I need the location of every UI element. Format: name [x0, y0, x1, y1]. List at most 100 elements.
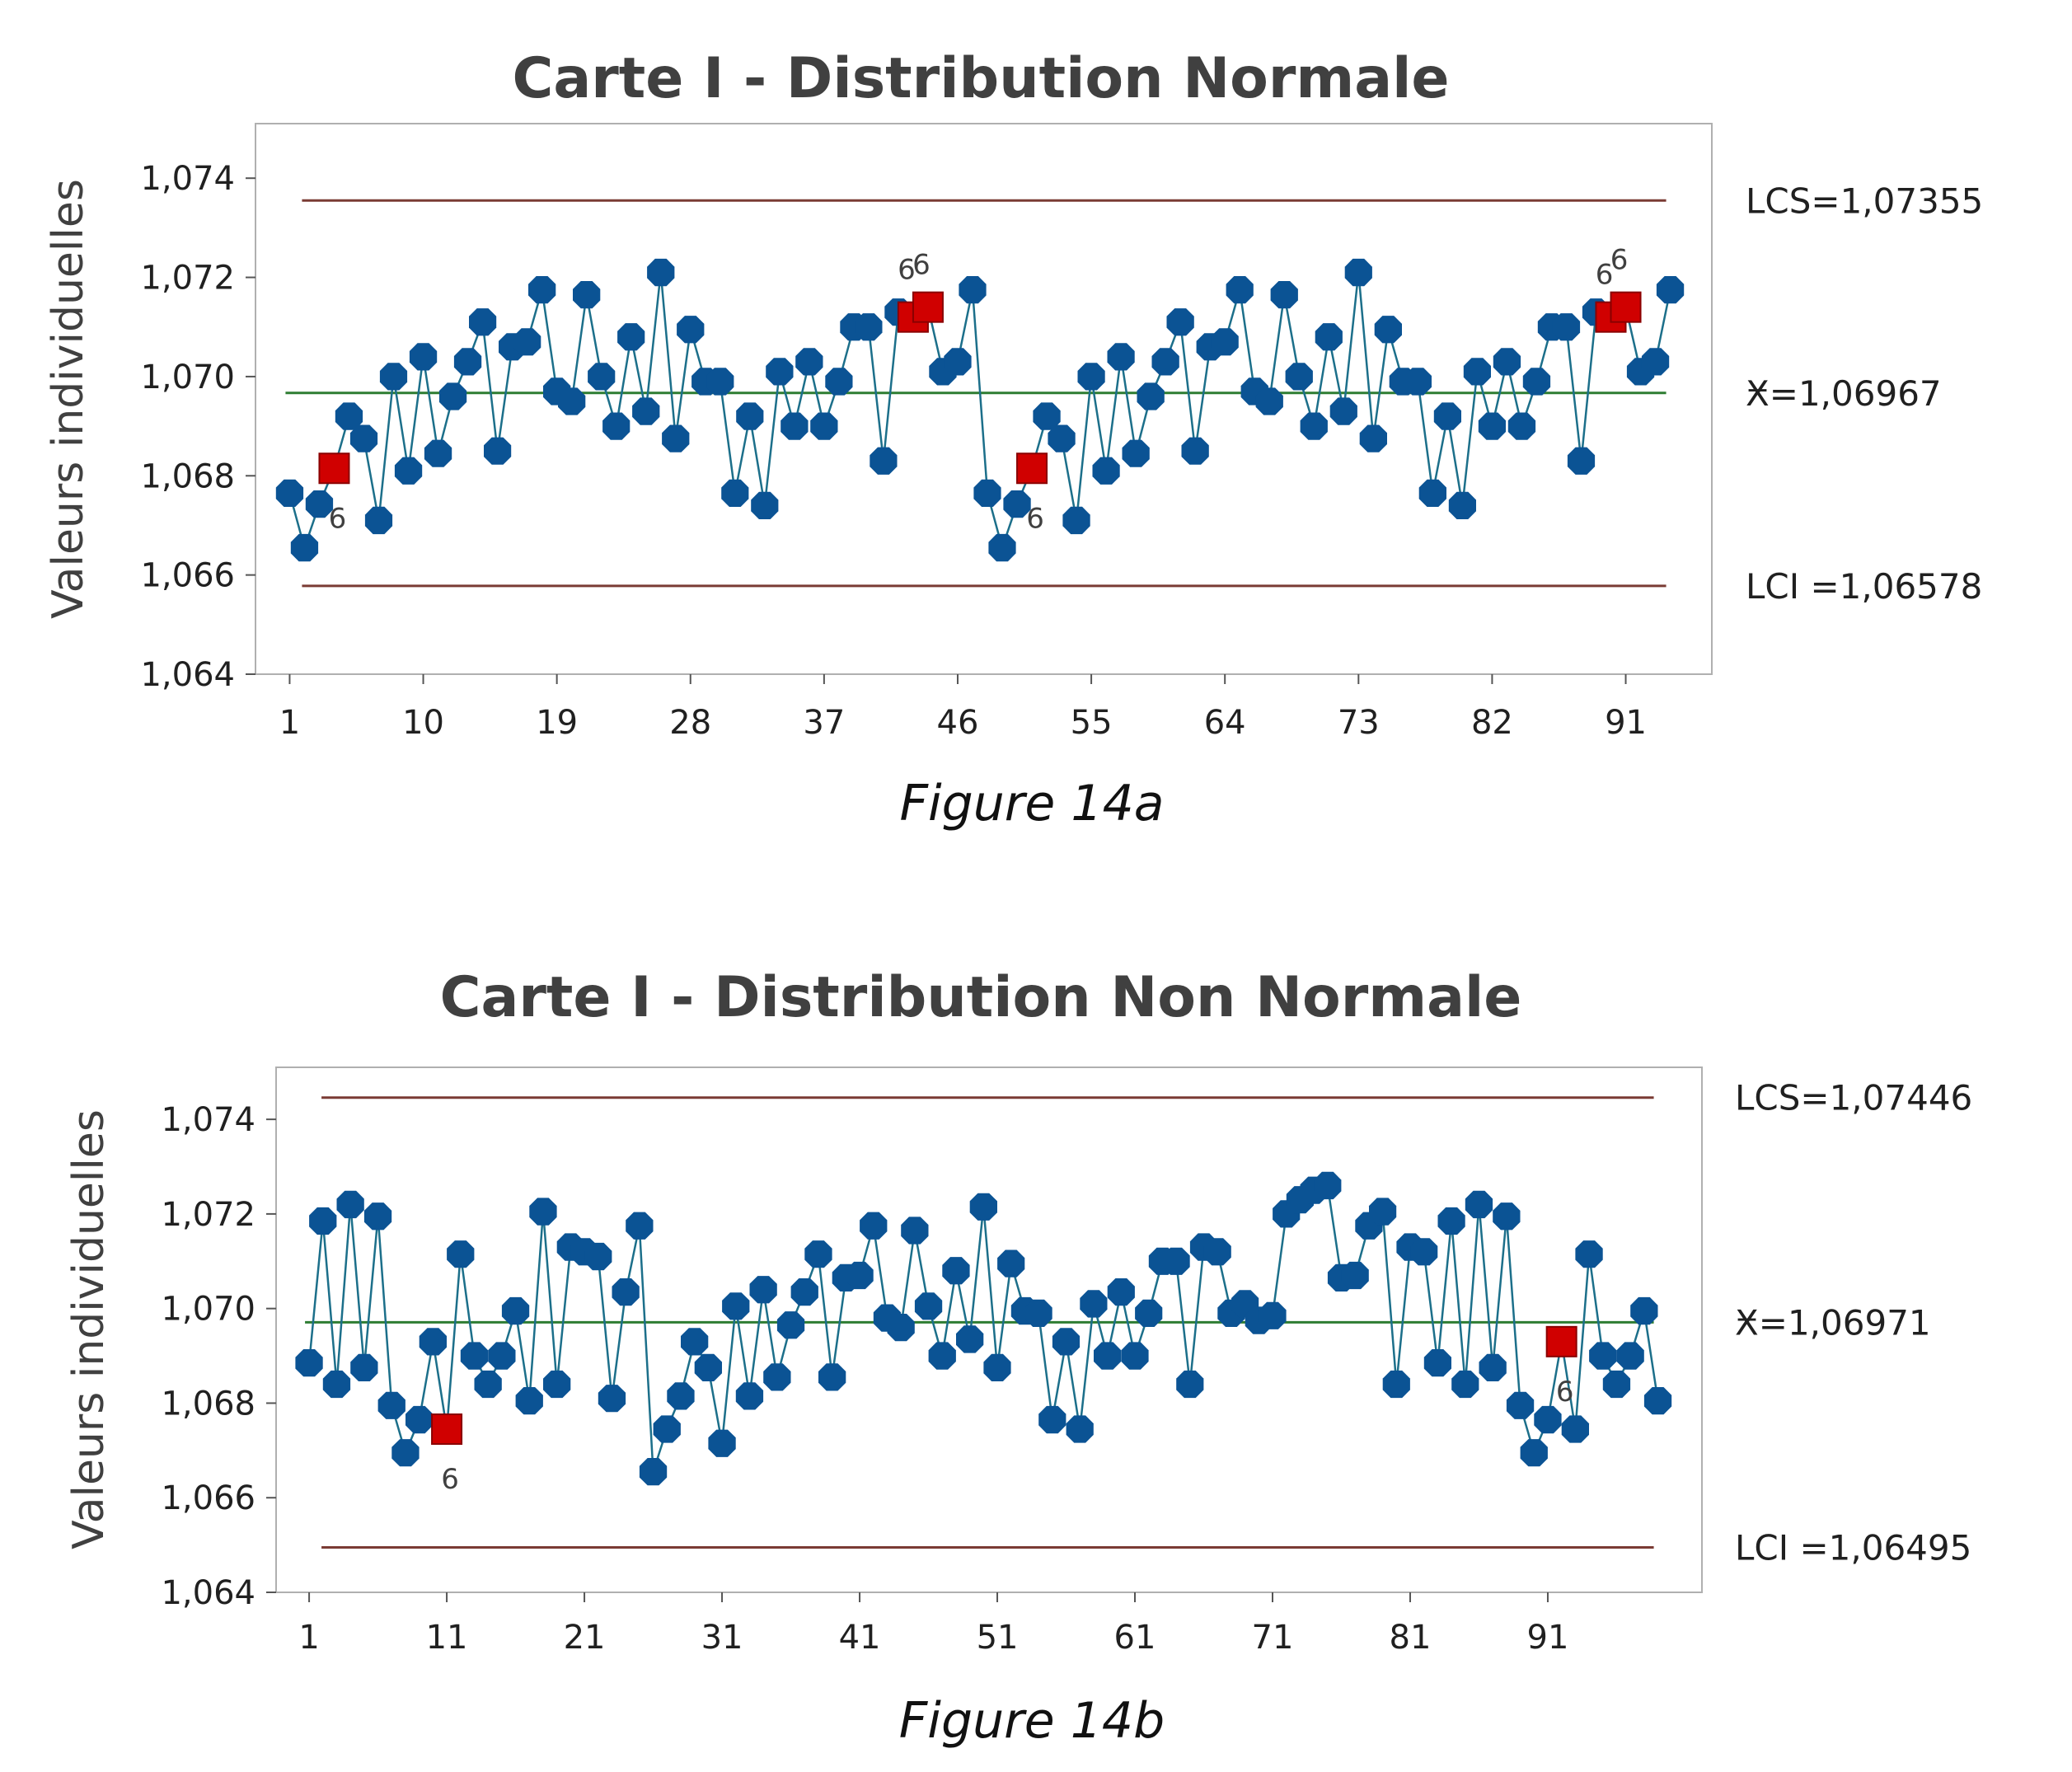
- center-label: X=1,06971: [1735, 1302, 1931, 1343]
- data-point: [612, 1278, 640, 1306]
- data-point: [1534, 1405, 1562, 1434]
- data-point: [529, 1198, 557, 1226]
- data-point: [1166, 308, 1194, 336]
- data-point: [453, 348, 482, 376]
- data-point: [677, 316, 705, 344]
- x-tick-label: 37: [803, 704, 845, 742]
- data-point: [632, 397, 660, 425]
- data-point: [647, 258, 675, 287]
- data-point: [1451, 1370, 1479, 1399]
- data-point: [405, 1405, 434, 1434]
- data-point: [1329, 397, 1357, 425]
- data-point: [1404, 368, 1432, 396]
- figure-caption: Figure 14b: [899, 1692, 1165, 1750]
- y-axis-label: Valeurs individuelles: [64, 1109, 114, 1549]
- data-point: [1567, 447, 1596, 475]
- data-point: [543, 1370, 571, 1399]
- data-point: [290, 533, 319, 562]
- x-tick-label: 81: [1390, 1619, 1432, 1657]
- data-point: [1465, 1190, 1493, 1219]
- data-point: [1437, 1207, 1465, 1235]
- data-point: [1418, 479, 1446, 507]
- data-point: [736, 402, 764, 430]
- data-point: [887, 1314, 915, 1342]
- data-point: [1656, 276, 1685, 304]
- data-point: [1003, 490, 1031, 518]
- data-point: [394, 457, 423, 485]
- x-tick-label: 28: [669, 704, 711, 742]
- data-point: [855, 313, 883, 341]
- center-bar-mark: _: [1737, 1280, 1756, 1320]
- x-tick-label: 11: [426, 1619, 468, 1657]
- data-point: [528, 276, 556, 304]
- data-point: [484, 437, 512, 465]
- data-point: [513, 328, 541, 356]
- flagged-point: [1545, 1325, 1577, 1357]
- data-point: [928, 1342, 956, 1370]
- x-tick-label: 51: [977, 1619, 1019, 1657]
- ucl-label: LCS=1,07355: [1746, 180, 1983, 221]
- y-tick-label: 1,070: [161, 1291, 255, 1329]
- data-point: [1374, 316, 1402, 344]
- data-point: [901, 1216, 929, 1245]
- data-point: [708, 1429, 736, 1457]
- data-point: [363, 1202, 392, 1231]
- data-point: [1448, 491, 1476, 519]
- plot-frame: [275, 1066, 1703, 1593]
- data-point: [309, 1207, 337, 1235]
- center-bar-mark: _: [1748, 351, 1767, 391]
- x-tick-label: 31: [701, 1619, 743, 1657]
- data-point: [469, 308, 497, 336]
- x-tick-label: 41: [839, 1619, 881, 1657]
- data-point: [795, 348, 823, 376]
- data-point: [447, 1240, 475, 1268]
- data-point: [914, 1292, 943, 1320]
- data-point: [438, 382, 467, 410]
- data-point: [1094, 1342, 1122, 1370]
- data-point: [810, 412, 838, 440]
- flagged-point: [912, 291, 944, 323]
- data-point: [515, 1387, 543, 1415]
- data-point: [969, 1193, 997, 1221]
- data-point: [1493, 348, 1521, 376]
- data-point: [1506, 1391, 1535, 1419]
- y-tick-label: 1,066: [161, 1479, 255, 1517]
- data-point: [781, 412, 809, 440]
- data-point: [749, 1276, 777, 1304]
- rule-flag-label: 6: [441, 1463, 459, 1496]
- data-point: [584, 1242, 612, 1271]
- data-point: [1259, 1301, 1287, 1329]
- data-point: [588, 363, 616, 391]
- data-point: [1520, 1439, 1548, 1467]
- y-tick-label: 1,072: [140, 260, 235, 298]
- x-tick-label: 82: [1471, 704, 1513, 742]
- data-point: [942, 1257, 970, 1285]
- data-point: [653, 1415, 681, 1443]
- x-tick-label: 21: [564, 1619, 606, 1657]
- data-point: [1121, 1342, 1149, 1370]
- data-point: [1255, 387, 1283, 415]
- data-point: [722, 1292, 750, 1320]
- data-point: [474, 1370, 502, 1399]
- data-point: [1203, 1238, 1231, 1266]
- data-point: [825, 368, 853, 396]
- data-point: [667, 1382, 695, 1410]
- y-tick-label: 1,068: [140, 457, 235, 495]
- y-tick-label: 1,066: [140, 557, 235, 595]
- chart-title: Carte I - Distribution Normale: [512, 46, 1449, 111]
- data-point: [988, 533, 1016, 562]
- data-point: [1552, 313, 1581, 341]
- x-tick-label: 1: [298, 1619, 319, 1657]
- data-point: [956, 1325, 984, 1353]
- data-point: [1066, 1415, 1094, 1443]
- data-point: [1080, 1290, 1108, 1318]
- data-point: [1382, 1370, 1410, 1399]
- data-point: [1315, 323, 1343, 351]
- y-tick-label: 1,074: [161, 1101, 255, 1139]
- data-point: [1493, 1202, 1521, 1231]
- data-point: [1433, 402, 1461, 430]
- data-point: [1285, 363, 1313, 391]
- data-point: [694, 1353, 722, 1381]
- data-point: [1463, 358, 1491, 386]
- data-point: [1314, 1171, 1342, 1200]
